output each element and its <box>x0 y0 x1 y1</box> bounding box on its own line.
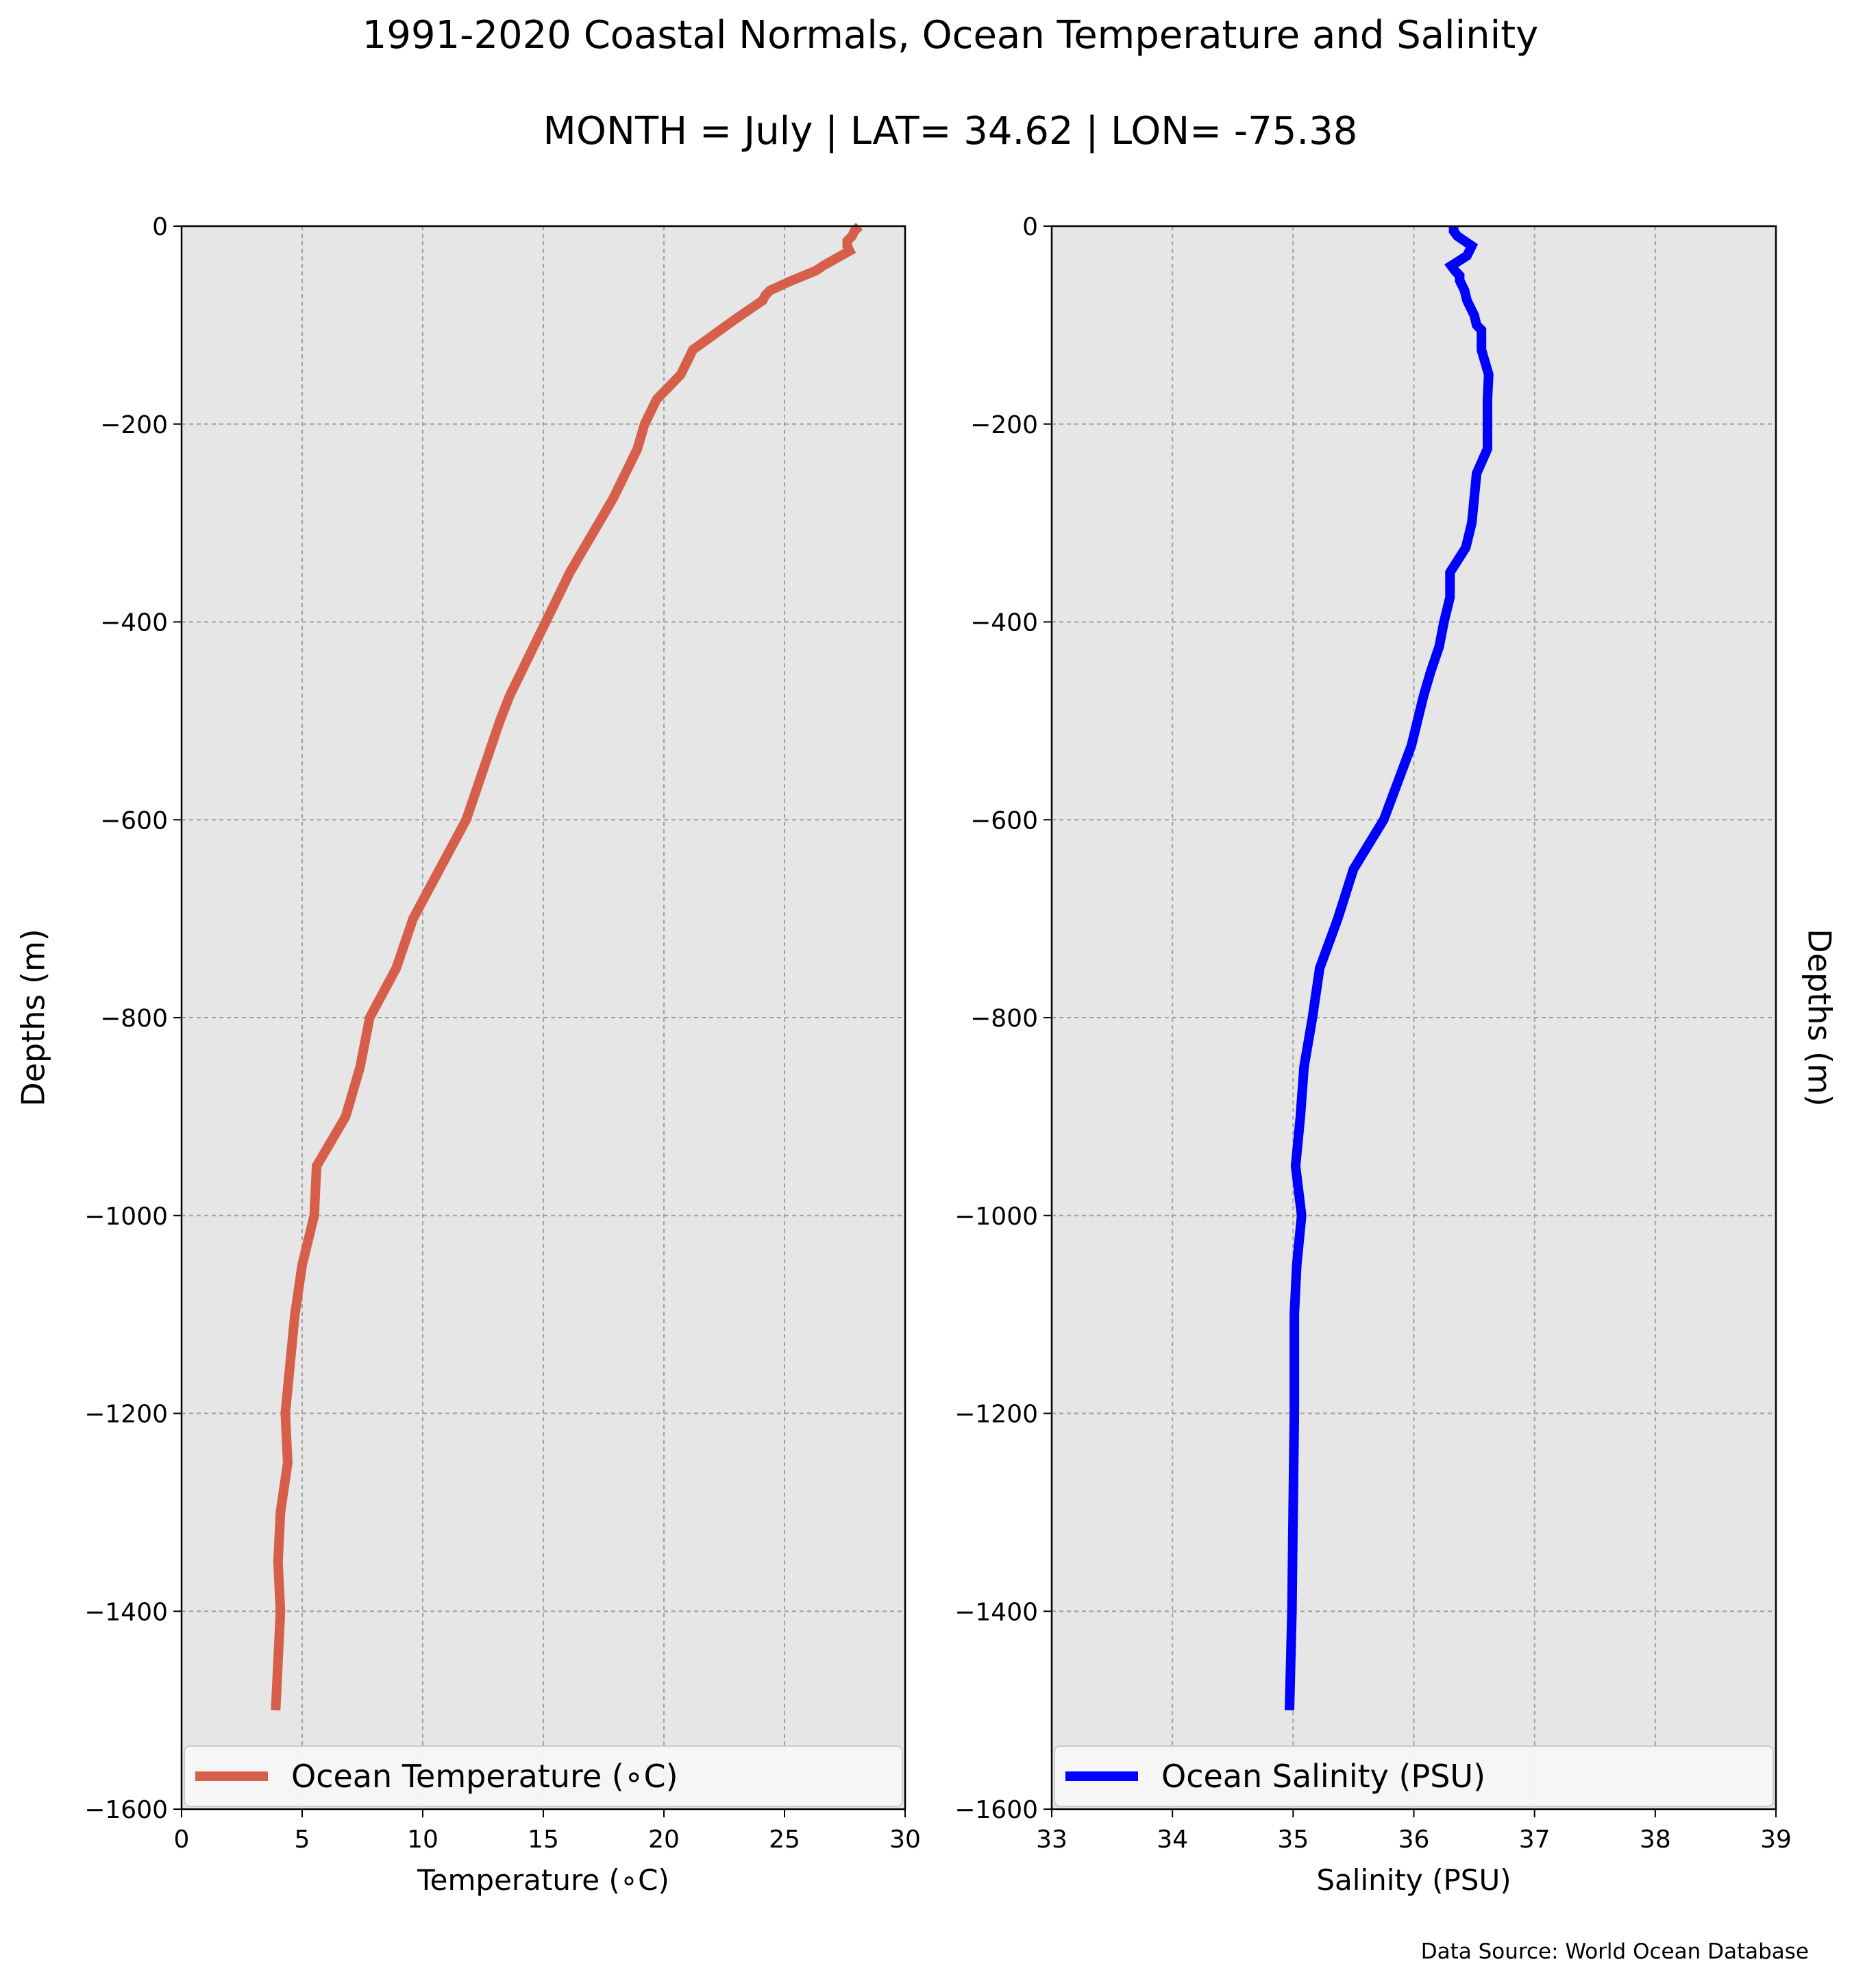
temperature-y-tick-label: −1000 <box>84 1203 168 1231</box>
salinity-y-tick-label: −1600 <box>954 1796 1038 1824</box>
salinity-x-tick-label: 34 <box>1157 1826 1188 1854</box>
salinity-x-tick-label: 38 <box>1640 1826 1671 1854</box>
salinity-y-tick-label: −600 <box>970 807 1038 835</box>
salinity-x-tick-label: 33 <box>1036 1826 1067 1854</box>
chart-title: 1991-2020 Coastal Normals, Ocean Tempera… <box>362 13 1539 58</box>
temperature-y-tick-label: −400 <box>100 609 168 637</box>
salinity-y-tick-label: −400 <box>970 609 1038 637</box>
salinity-x-tick-label: 35 <box>1277 1826 1309 1854</box>
salinity-x-tick-label: 36 <box>1398 1826 1430 1854</box>
salinity-y-tick-label: −1000 <box>954 1203 1038 1231</box>
temperature-y-tick-label: −1200 <box>84 1401 168 1429</box>
temperature-y-tick-label: −800 <box>100 1005 168 1033</box>
temperature-x-tick-label: 25 <box>769 1826 800 1854</box>
temperature-legend-label: Ocean Temperature (∘C) <box>291 1758 678 1795</box>
temperature-y-tick-label: −600 <box>100 807 168 835</box>
salinity-x-axis-label: Salinity (PSU) <box>1316 1863 1511 1897</box>
salinity-panel: 33 34 35 36 37 38 39 0 −200 −400 −600 −800 −1000 −120… <box>954 213 1838 1897</box>
temperature-x-tick-label: 20 <box>648 1826 680 1854</box>
temperature-legend-box <box>184 1745 903 1807</box>
temperature-y-tick-label: −200 <box>100 411 168 439</box>
temperature-axes-frame <box>180 225 906 1811</box>
temperature-x-tick-label: 15 <box>528 1826 559 1854</box>
temperature-y-tick-label: −1400 <box>84 1598 168 1626</box>
salinity-y-tick-label: −800 <box>970 1005 1038 1033</box>
temperature-x-axis-label: Temperature (∘C) <box>417 1863 669 1897</box>
salinity-legend: Ocean Salinity (PSU) <box>1054 1745 1774 1807</box>
temperature-y-tick-label: 0 <box>152 213 168 241</box>
salinity-y-tick-label: −1200 <box>954 1401 1038 1429</box>
salinity-y-tick-label: −1400 <box>954 1598 1038 1626</box>
salinity-legend-box <box>1054 1745 1774 1807</box>
temperature-y-axis-label: Depths (m) <box>15 929 52 1106</box>
salinity-legend-label: Ocean Salinity (PSU) <box>1161 1758 1485 1795</box>
temperature-legend: Ocean Temperature (∘C) <box>184 1745 903 1807</box>
salinity-profile-line <box>1285 226 1494 1710</box>
salinity-x-tick-label: 37 <box>1519 1826 1551 1854</box>
temperature-profile-line <box>271 223 863 1710</box>
salinity-x-tick-label: 39 <box>1760 1826 1792 1854</box>
temperature-y-tick-label: −1600 <box>84 1796 168 1824</box>
salinity-y-tick-label: −200 <box>970 411 1038 439</box>
salinity-axes-frame <box>1050 225 1777 1811</box>
temperature-x-tick-label: 0 <box>174 1826 190 1854</box>
temperature-x-tick-label: 5 <box>295 1826 310 1854</box>
temperature-x-tick-label: 30 <box>889 1826 921 1854</box>
salinity-y-tick-label: 0 <box>1022 213 1038 241</box>
temperature-panel: 0 5 10 15 20 25 30 0 −200 −400 −600 −800 −1000 −1200 −… <box>15 213 921 1897</box>
data-source-note: Data Source: World Ocean Database <box>1421 1939 1809 1964</box>
temperature-x-tick-label: 10 <box>407 1826 439 1854</box>
salinity-y-axis-label: Depths (m) <box>1801 929 1838 1106</box>
chart-subtitle: MONTH = July | LAT= 34.62 | LON= -75.38 <box>543 109 1358 154</box>
